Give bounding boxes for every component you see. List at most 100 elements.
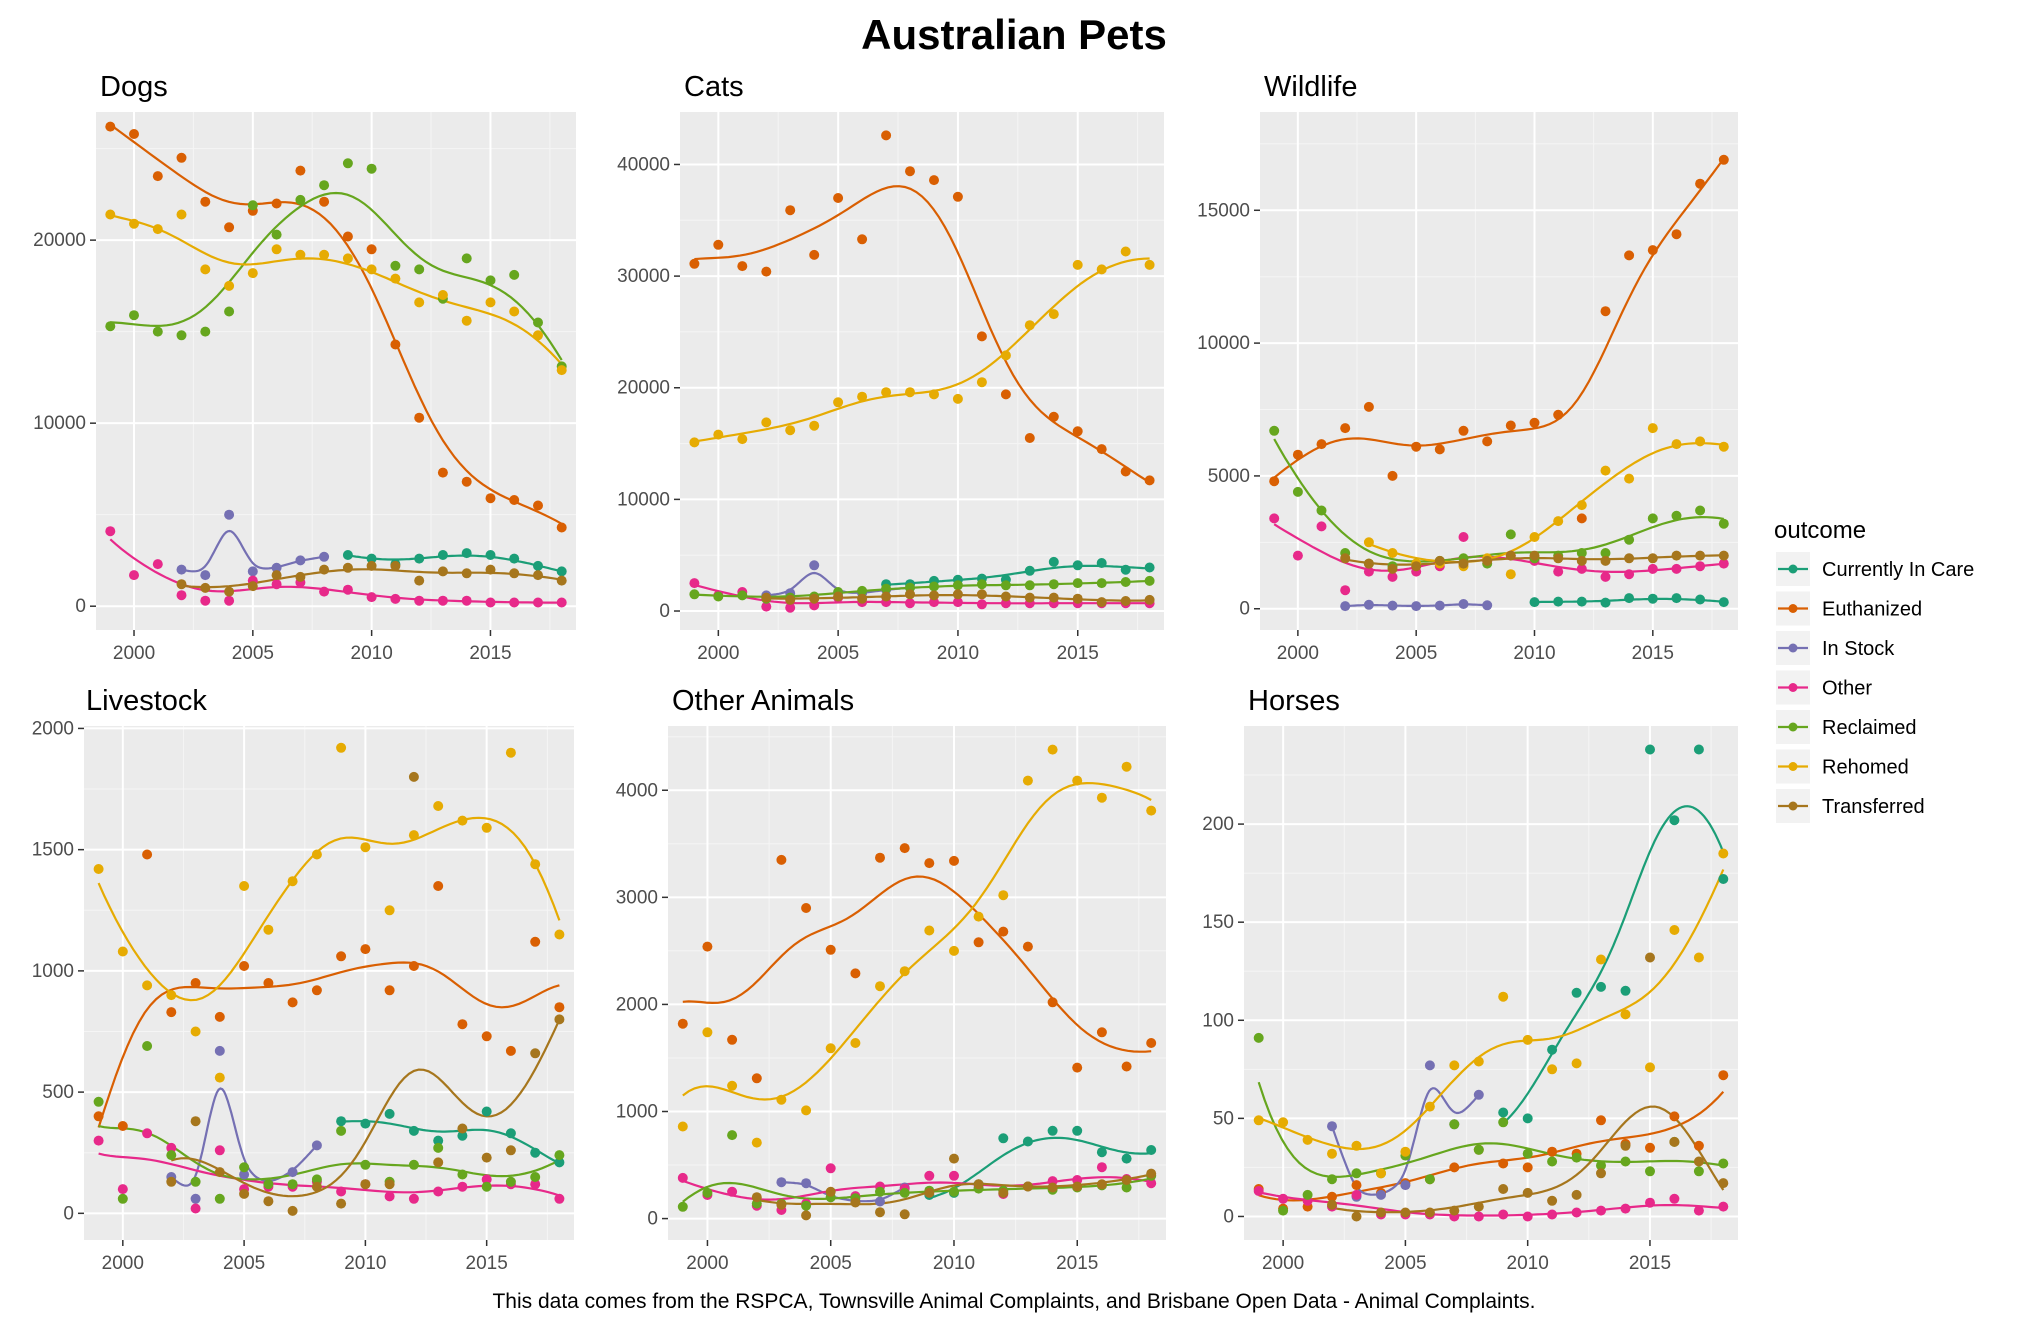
data-point-reclaimed bbox=[689, 589, 700, 600]
data-point-euthanized bbox=[1000, 389, 1011, 400]
data-point-rehomed bbox=[1473, 1056, 1484, 1067]
data-point-rehomed bbox=[1144, 259, 1155, 270]
data-point-reclaimed bbox=[727, 1130, 738, 1141]
data-point-euthanized bbox=[1669, 1111, 1680, 1122]
data-point-currently-in-care bbox=[530, 1147, 541, 1158]
data-point-reclaimed bbox=[1024, 580, 1035, 591]
data-point-reclaimed bbox=[214, 1193, 225, 1204]
data-point-in-stock bbox=[1340, 601, 1351, 612]
x-tick-label: 2015 bbox=[1056, 1253, 1098, 1274]
data-point-reclaimed bbox=[190, 1176, 201, 1187]
data-point-rehomed bbox=[437, 290, 448, 300]
data-point-transferred bbox=[801, 1210, 812, 1221]
data-point-rehomed bbox=[1400, 1146, 1411, 1157]
data-point-transferred bbox=[1000, 591, 1011, 602]
data-point-transferred bbox=[1144, 594, 1155, 605]
x-tick-label: 2005 bbox=[1395, 643, 1437, 664]
x-tick-label: 2015 bbox=[1057, 643, 1099, 664]
data-point-transferred bbox=[1529, 550, 1540, 561]
data-point-transferred bbox=[190, 1116, 201, 1127]
data-point-currently-in-care bbox=[1671, 593, 1682, 604]
data-point-transferred bbox=[924, 1187, 935, 1198]
data-point-in-stock bbox=[1411, 601, 1422, 612]
data-point-euthanized bbox=[1529, 417, 1540, 428]
data-point-rehomed bbox=[1576, 500, 1587, 511]
data-point-in-stock bbox=[1400, 1180, 1411, 1191]
data-point-in-stock bbox=[1482, 600, 1493, 611]
data-point-transferred bbox=[1553, 553, 1564, 564]
legend-key-point bbox=[1788, 604, 1798, 613]
data-point-euthanized bbox=[1505, 420, 1516, 431]
data-point-reclaimed bbox=[801, 1200, 812, 1211]
data-point-rehomed bbox=[751, 1137, 762, 1148]
data-point-euthanized bbox=[342, 231, 353, 242]
legend-label: Reclaimed bbox=[1822, 717, 1916, 739]
data-point-transferred bbox=[414, 575, 425, 586]
trend-line-euthanized bbox=[694, 185, 1151, 484]
data-point-euthanized bbox=[1072, 426, 1083, 437]
data-point-reclaimed bbox=[737, 590, 748, 601]
y-tick-label: 3000 bbox=[616, 887, 658, 908]
data-point-rehomed bbox=[727, 1080, 738, 1091]
data-point-rehomed bbox=[1498, 991, 1509, 1002]
data-point-other bbox=[1316, 521, 1327, 532]
data-point-reclaimed bbox=[152, 326, 163, 337]
data-point-reclaimed bbox=[1718, 518, 1729, 529]
data-point-other bbox=[457, 1181, 468, 1192]
data-point-rehomed bbox=[776, 1094, 787, 1105]
data-point-other bbox=[176, 590, 187, 601]
data-point-transferred bbox=[1424, 1207, 1435, 1218]
data-point-euthanized bbox=[457, 1019, 468, 1030]
data-point-other bbox=[952, 597, 963, 608]
data-point-reclaimed bbox=[1144, 575, 1155, 586]
data-point-other bbox=[1547, 1209, 1558, 1220]
data-point-transferred bbox=[1645, 952, 1655, 963]
data-point-rehomed bbox=[1693, 952, 1704, 963]
data-point-currently-in-care bbox=[1596, 981, 1606, 992]
data-point-rehomed bbox=[214, 1072, 225, 1083]
data-point-rehomed bbox=[224, 280, 235, 291]
data-point-reclaimed bbox=[1505, 529, 1516, 540]
data-point-currently-in-care bbox=[509, 553, 520, 564]
data-point-transferred bbox=[1146, 1168, 1157, 1179]
data-point-other bbox=[556, 597, 567, 608]
data-point-rehomed bbox=[556, 365, 567, 376]
data-point-transferred bbox=[751, 1192, 762, 1203]
data-point-reclaimed bbox=[263, 1179, 274, 1190]
data-point-in-stock bbox=[311, 1140, 322, 1151]
data-point-transferred bbox=[437, 566, 448, 577]
data-point-reclaimed bbox=[875, 1186, 885, 1197]
data-point-euthanized bbox=[875, 852, 885, 863]
data-point-transferred bbox=[949, 1153, 959, 1164]
data-point-euthanized bbox=[408, 961, 419, 971]
data-point-in-stock bbox=[1458, 599, 1469, 609]
data-point-reclaimed bbox=[1498, 1117, 1509, 1128]
data-point-rehomed bbox=[408, 830, 419, 841]
data-point-transferred bbox=[1671, 550, 1682, 561]
data-point-in-stock bbox=[776, 1177, 787, 1188]
data-point-rehomed bbox=[850, 1038, 861, 1048]
data-point-rehomed bbox=[881, 387, 892, 398]
data-point-in-stock bbox=[1376, 1189, 1386, 1200]
data-point-currently-in-care bbox=[342, 550, 353, 560]
data-point-reclaimed bbox=[533, 317, 543, 328]
data-point-currently-in-care bbox=[1571, 987, 1582, 998]
y-tick-label: 20000 bbox=[33, 230, 86, 251]
data-point-reclaimed bbox=[390, 260, 401, 271]
legend-item: Rehomed bbox=[1776, 749, 1909, 784]
data-point-euthanized bbox=[1316, 439, 1327, 450]
y-tick-label: 0 bbox=[63, 1203, 74, 1224]
data-point-euthanized bbox=[271, 198, 282, 209]
trend-line-reclaimed bbox=[110, 191, 563, 361]
data-point-other bbox=[1718, 1201, 1729, 1212]
data-point-reclaimed bbox=[457, 1169, 468, 1180]
data-point-transferred bbox=[1458, 558, 1469, 569]
data-point-rehomed bbox=[1351, 1140, 1362, 1151]
x-tick-label: 2005 bbox=[232, 643, 274, 664]
data-point-other bbox=[1387, 571, 1398, 582]
data-point-reclaimed bbox=[408, 1159, 419, 1170]
data-point-transferred bbox=[1434, 555, 1445, 566]
data-point-transferred bbox=[952, 589, 963, 600]
data-point-transferred bbox=[295, 571, 306, 582]
data-point-transferred bbox=[384, 1179, 395, 1190]
